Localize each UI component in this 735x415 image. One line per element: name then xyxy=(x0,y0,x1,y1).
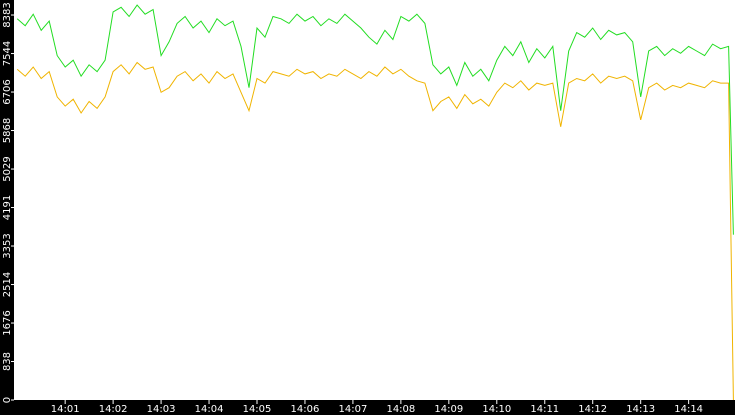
x-tick-label: 14:01 xyxy=(51,404,80,415)
x-tick-label: 14:04 xyxy=(195,404,224,415)
series-line xyxy=(16,4,734,235)
x-tick-label: 14:09 xyxy=(434,404,463,415)
y-tick-label: 8383 xyxy=(2,2,13,27)
x-tick-label: 14:05 xyxy=(243,404,272,415)
x-tick-label: 14:14 xyxy=(674,404,703,415)
x-tick-label: 14:03 xyxy=(147,404,176,415)
x-tick-label: 14:02 xyxy=(99,404,128,415)
y-tick-label: 2514 xyxy=(2,272,13,297)
y-tick-label: 7544 xyxy=(2,41,13,66)
x-tick-label: 14:11 xyxy=(530,404,559,415)
x-tick-label: 14:08 xyxy=(386,404,415,415)
y-tick-label: 3353 xyxy=(2,233,13,258)
y-tick-label: 4191 xyxy=(2,195,13,220)
y-tick-label: 0 xyxy=(2,397,13,403)
y-tick-label: 5868 xyxy=(2,118,13,143)
y-tick-label: 838 xyxy=(2,352,13,371)
series-line xyxy=(16,61,734,401)
x-tick-label: 14:06 xyxy=(291,404,320,415)
x-tick-label: 14:10 xyxy=(482,404,511,415)
x-tick-label: 14:12 xyxy=(578,404,607,415)
y-tick-label: 6706 xyxy=(2,79,13,104)
y-tick-label: 1676 xyxy=(2,310,13,335)
x-tick-label: 14:07 xyxy=(339,404,368,415)
x-tick-label: 14:13 xyxy=(626,404,655,415)
plot-area xyxy=(14,0,735,400)
y-tick-label: 5029 xyxy=(2,156,13,181)
